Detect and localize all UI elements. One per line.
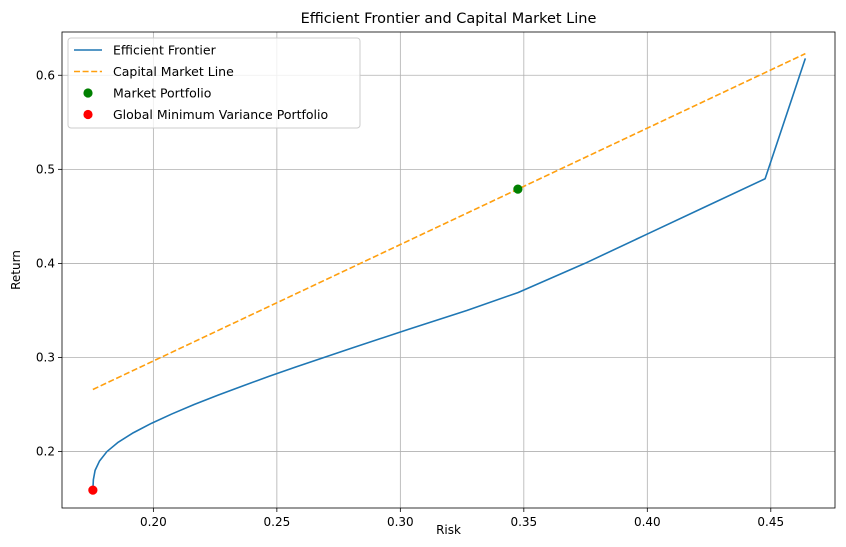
y-tick-label: 0.4 (36, 256, 55, 270)
x-axis-ticks: 0.20 0.25 0.30 0.35 0.40 0.45 (140, 508, 784, 529)
chart-title: Efficient Frontier and Capital Market Li… (301, 11, 597, 27)
legend-swatch-market-portfolio (83, 88, 93, 98)
x-tick-label: 0.40 (634, 515, 661, 529)
x-tick-label: 0.30 (387, 515, 414, 529)
point-global-minimum-variance-portfolio (88, 485, 98, 495)
legend-entry-global-minimum-variance-portfolio: Global Minimum Variance Portfolio (113, 107, 328, 122)
x-tick-label: 0.45 (757, 515, 784, 529)
x-tick-label: 0.35 (510, 515, 537, 529)
y-tick-label: 0.6 (36, 68, 55, 82)
series-line-efficient-frontier (92, 58, 807, 491)
y-axis-label: Return (9, 250, 23, 290)
legend: Efficient Frontier Capital Market Line Mar… (67, 37, 361, 129)
legend-swatch-global-minimum-variance-portfolio (83, 109, 93, 120)
x-axis-label: Risk (436, 523, 461, 537)
legend-entry-efficient-frontier: Efficient Frontier (113, 43, 217, 58)
y-tick-label: 0.5 (36, 162, 55, 176)
plot-series (88, 52, 807, 495)
legend-box (67, 37, 361, 129)
x-tick-label: 0.20 (140, 515, 167, 529)
y-tick-label: 0.2 (36, 445, 55, 459)
point-market-portfolio (513, 184, 523, 194)
x-tick-label: 0.25 (264, 515, 291, 529)
grid (62, 32, 835, 508)
plot-frame (61, 31, 836, 509)
series-line-capital-market-line (92, 52, 806, 391)
legend-entry-capital-market-line: Capital Market Line (113, 64, 234, 79)
y-axis-ticks: 0.2 0.3 0.4 0.5 0.6 (36, 68, 62, 459)
y-tick-label: 0.3 (36, 350, 55, 364)
legend-entry-market-portfolio: Market Portfolio (113, 86, 211, 101)
